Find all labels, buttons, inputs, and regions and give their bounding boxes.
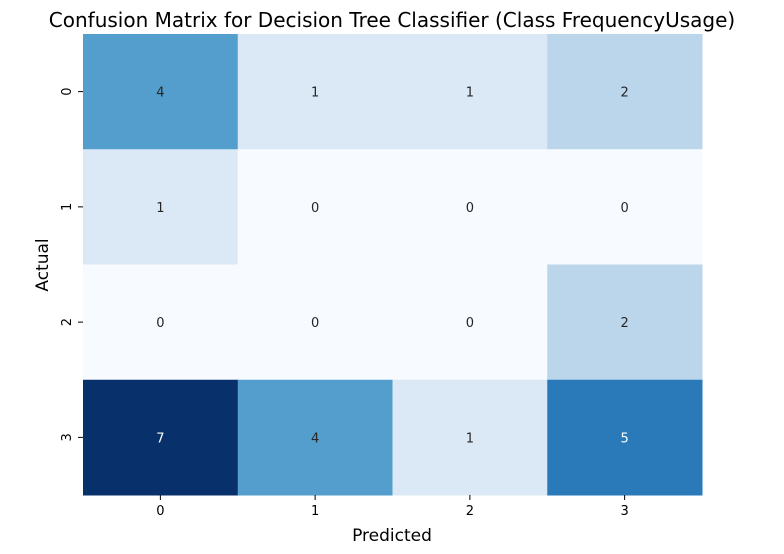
cell-value-r1-c3: 0	[620, 201, 628, 216]
cell-value-r1-c2: 0	[466, 201, 474, 216]
heatmap-cells: 4 1 1 2 1 0 0 0 0 0 0 2 7 4 1 5	[83, 34, 703, 496]
cell-value-r3-c3: 5	[620, 431, 628, 446]
y-tick-label-0: 0	[60, 87, 75, 95]
cell-value-r1-c0: 1	[156, 201, 164, 216]
x-axis-label: Predicted	[352, 526, 432, 546]
heatmap-cell-r0-c3	[547, 34, 703, 150]
cell-value-r2-c3: 2	[620, 316, 628, 331]
cell-value-r3-c2: 1	[466, 431, 474, 446]
heatmap-cell-r3-c1	[237, 379, 393, 496]
y-tick-label-1: 1	[60, 203, 75, 211]
heatmap-cell-r2-c3	[547, 264, 703, 381]
heatmap-cell-r2-c2	[392, 264, 548, 381]
y-axis-label: Actual	[33, 238, 53, 291]
heatmap-cell-r1-c1	[237, 149, 393, 265]
cell-value-r2-c1: 0	[311, 316, 319, 331]
cell-value-r3-c0: 7	[156, 431, 164, 446]
cell-value-r2-c2: 0	[466, 316, 474, 331]
chart-title: Confusion Matrix for Decision Tree Class…	[49, 8, 735, 32]
cell-value-r0-c3: 2	[620, 86, 628, 101]
y-tick-label-2: 2	[60, 318, 75, 326]
cell-value-r0-c1: 1	[311, 86, 319, 101]
heatmap-cell-r1-c0	[83, 149, 239, 265]
heatmap-cell-r0-c0	[83, 34, 239, 150]
x-tick-label-3: 3	[620, 504, 628, 519]
heatmap-cell-r3-c2	[392, 379, 548, 496]
cell-value-r3-c1: 4	[311, 431, 319, 446]
cell-value-r2-c0: 0	[156, 316, 164, 331]
heatmap-cell-r0-c1	[237, 34, 393, 150]
x-axis-ticks: 0 1 2 3	[156, 495, 629, 519]
y-tick-label-3: 3	[60, 433, 75, 441]
cell-value-r1-c1: 0	[311, 201, 319, 216]
heatmap-cell-r1-c2	[392, 149, 548, 265]
y-axis-ticks: 0 1 2 3	[60, 87, 83, 442]
heatmap-cell-r3-c3	[547, 379, 703, 496]
cell-value-r0-c0: 4	[156, 86, 164, 101]
x-tick-label-2: 2	[466, 504, 474, 519]
heatmap-cell-r0-c2	[392, 34, 548, 150]
cell-value-r0-c2: 1	[466, 86, 474, 101]
x-tick-label-1: 1	[311, 504, 319, 519]
heatmap-cell-r1-c3	[547, 149, 703, 265]
heatmap-cell-r2-c0	[83, 264, 239, 381]
heatmap-cell-r2-c1	[237, 264, 393, 381]
heatmap-cell-r3-c0	[83, 379, 239, 496]
x-tick-label-0: 0	[156, 504, 164, 519]
